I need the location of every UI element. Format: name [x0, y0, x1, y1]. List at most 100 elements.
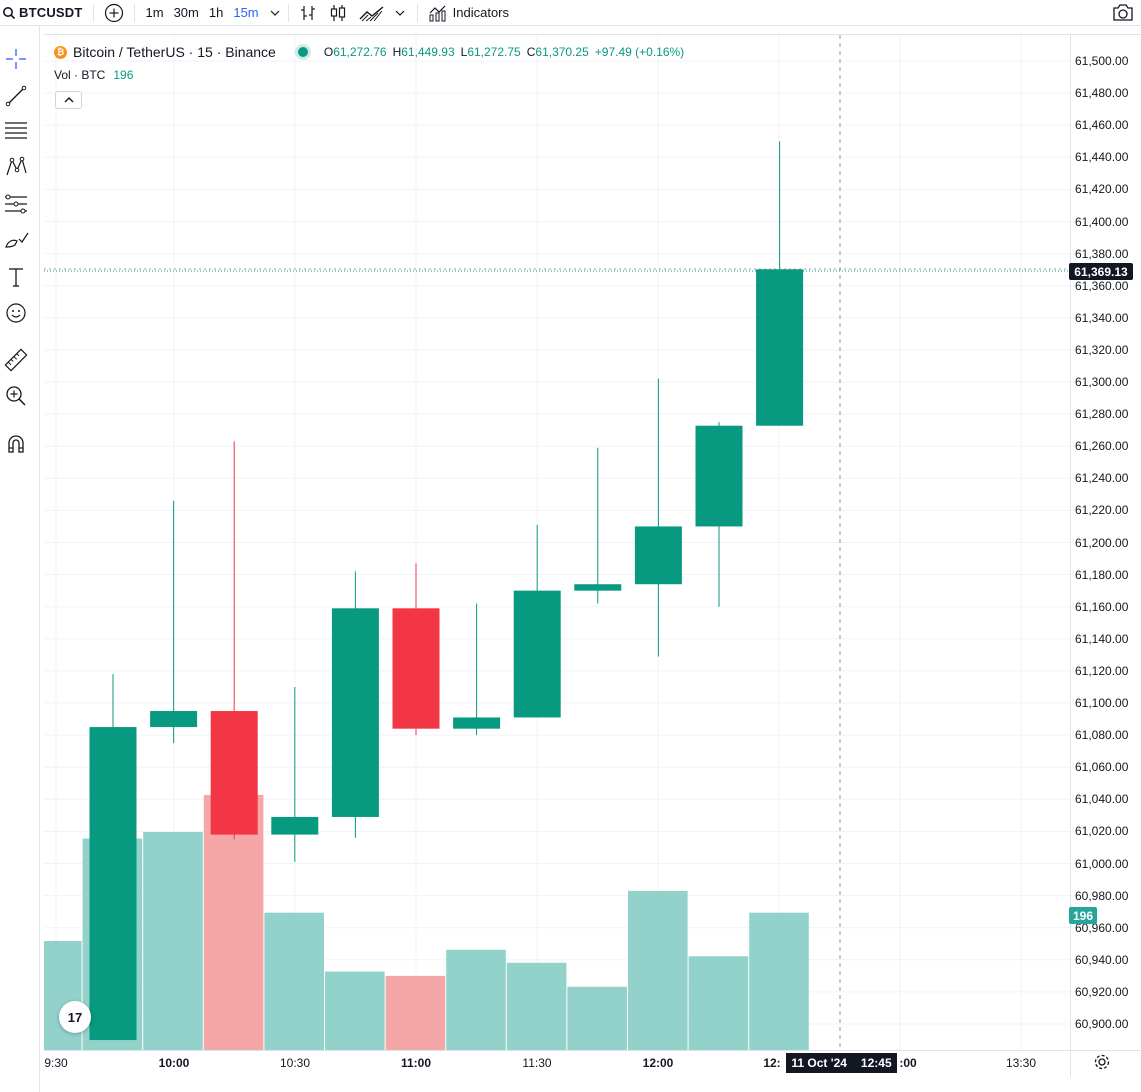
magnet-tool[interactable] [3, 431, 29, 457]
candle-body [210, 711, 258, 835]
symbol-search[interactable]: BTCUSDT [0, 0, 89, 26]
crosshair-time: 12:45 [860, 1056, 892, 1070]
measure-tool[interactable] [3, 347, 29, 373]
timeframe-1m[interactable]: 1m [145, 5, 164, 20]
timeframe-30m[interactable]: 30m [173, 5, 199, 20]
price-tick-label: 61,160.00 [1075, 599, 1129, 614]
ruler-icon [4, 348, 28, 372]
compare-button[interactable] [98, 0, 130, 26]
market-status-dot [297, 47, 308, 57]
low-value: L61,272.75 [460, 45, 521, 59]
symbol-title[interactable]: Bitcoin / TetherUS · 15 · Binance [73, 44, 276, 60]
search-icon [3, 6, 16, 19]
indicators-button[interactable]: Indicators [422, 0, 515, 26]
chevron-down-icon[interactable] [393, 6, 407, 20]
volume-bar [567, 986, 627, 1050]
emoji-tool[interactable] [3, 300, 29, 326]
candle-body [513, 590, 561, 718]
candle-body [392, 608, 440, 729]
timeframe-15m[interactable]: 15m [233, 5, 259, 20]
close-value: C61,370.25 [526, 45, 589, 59]
trend-line-tool[interactable] [3, 83, 29, 109]
time-tick-label: 10:00 [158, 1056, 190, 1070]
price-tick-label: 61,080.00 [1075, 728, 1129, 743]
volume-bar [203, 794, 264, 1050]
candle [574, 447, 622, 604]
axis-corner [1070, 1050, 1141, 1077]
crosshair-tool[interactable] [3, 46, 29, 72]
candles-icon [330, 4, 345, 21]
plus-circle-icon [104, 3, 123, 22]
chevron-up-icon [64, 97, 73, 103]
price-tick-label: 61,140.00 [1075, 631, 1129, 646]
chevron-down-icon[interactable] [268, 6, 282, 20]
divider [416, 3, 418, 22]
candle [89, 674, 137, 1041]
volume-bar [325, 971, 385, 1050]
candle-body [331, 608, 379, 817]
tradingview-logo[interactable]: 17 [59, 1001, 91, 1033]
price-tick-label: 61,060.00 [1075, 760, 1129, 775]
time-axis[interactable] [44, 1050, 1070, 1077]
price-axis[interactable] [1070, 35, 1141, 1050]
bitcoin-logo-icon: ₿ [54, 45, 67, 59]
chart-legend: ₿ Bitcoin / TetherUS · 15 · Binance O61,… [54, 43, 684, 61]
trend-line-icon [5, 85, 27, 107]
candle-body [89, 727, 137, 1041]
price-tick-label: 61,040.00 [1075, 792, 1129, 807]
candles-chart-type-button[interactable] [323, 0, 353, 26]
price-tick-label: 61,460.00 [1075, 118, 1129, 133]
time-tick-label: 9:30 [44, 1056, 68, 1070]
volume-bar [385, 975, 446, 1050]
price-tick-label: 61,360.00 [1075, 278, 1129, 293]
crosshair-date: 11 Oct '24 [791, 1056, 847, 1070]
price-tick-label: 61,340.00 [1075, 310, 1129, 325]
candle-body [634, 526, 682, 585]
bar-chart-type-button[interactable] [293, 0, 323, 26]
chart-svg[interactable] [44, 35, 1070, 1050]
price-tick-label: 61,180.00 [1075, 567, 1129, 582]
top-toolbar: BTCUSDT 1m 30m 1h 15m Indicators [0, 0, 1141, 26]
candle [634, 378, 682, 657]
divider [133, 3, 135, 22]
divider [287, 3, 289, 22]
chart-settings-button[interactable] [1093, 1053, 1111, 1076]
area-chart-type-button[interactable] [353, 0, 413, 26]
price-tick-label: 61,120.00 [1075, 663, 1129, 678]
fib-tool[interactable] [3, 117, 29, 143]
prediction-tool[interactable] [3, 191, 29, 217]
chart-pane[interactable] [44, 35, 1070, 1050]
gear-icon [1094, 1054, 1110, 1070]
text-icon [9, 268, 23, 287]
grid [44, 35, 1070, 1050]
volume-bar [143, 832, 203, 1050]
magnet-icon [8, 435, 24, 453]
time-tick-label: 12:00 [642, 1056, 674, 1070]
timeframe-1h[interactable]: 1h [208, 5, 224, 20]
timeframe-group: 1m 30m 1h 15m [139, 0, 284, 26]
indicators-icon [429, 5, 446, 21]
time-tick-label: 10:30 [279, 1056, 311, 1070]
price-tick-label: 61,000.00 [1075, 856, 1129, 871]
zoom-tool[interactable] [3, 383, 29, 409]
volume-bars [44, 794, 809, 1050]
snapshot-button[interactable] [1111, 1, 1135, 26]
chart-border [44, 34, 1141, 35]
price-tick-label: 60,900.00 [1075, 1017, 1129, 1031]
candle [513, 524, 561, 718]
price-tick-label: 61,440.00 [1075, 150, 1129, 165]
volume-bar [749, 912, 809, 1050]
pattern-tool[interactable] [3, 154, 29, 180]
candle-body [150, 711, 198, 728]
price-tick-label: 61,380.00 [1075, 246, 1129, 261]
collapse-legend-button[interactable] [55, 91, 82, 109]
text-tool[interactable] [3, 264, 29, 290]
candle [210, 441, 258, 840]
brush-tool[interactable] [3, 226, 29, 252]
price-tick-label: 61,480.00 [1075, 86, 1129, 101]
crosshair-icon [6, 49, 26, 69]
price-tick-label: 61,320.00 [1075, 342, 1129, 357]
candle [150, 500, 198, 744]
candle-body [453, 717, 501, 729]
drawing-toolbar [0, 26, 40, 1092]
